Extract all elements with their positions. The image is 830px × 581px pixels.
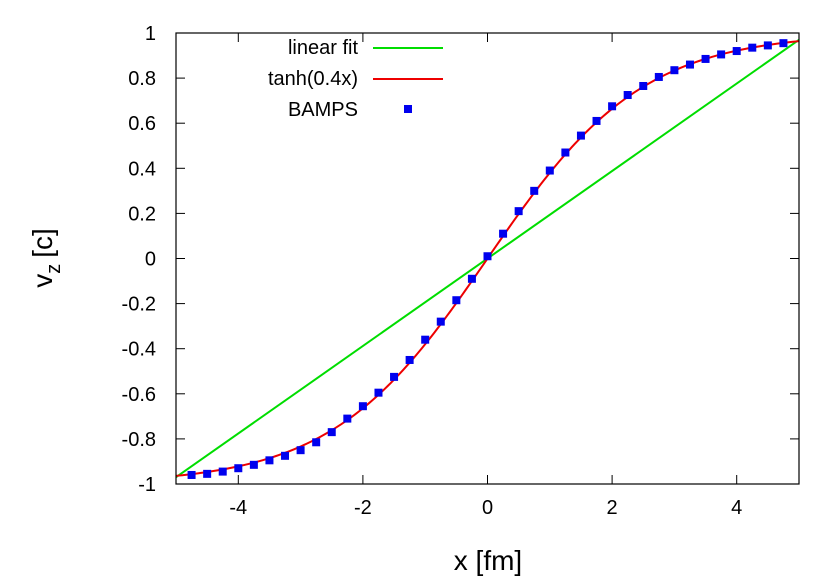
y-tick-label: -0.6 bbox=[122, 384, 156, 406]
data-point-bamps bbox=[592, 116, 601, 125]
x-tick-label: -2 bbox=[354, 497, 372, 519]
y-tick-label: 0.2 bbox=[128, 203, 156, 225]
legend-label-linear-fit: linear fit bbox=[288, 37, 358, 59]
data-point-bamps bbox=[452, 296, 461, 305]
data-point-bamps bbox=[779, 39, 788, 48]
y-axis-label-unit: [c] bbox=[27, 228, 58, 258]
legend: linear fit tanh(0.4x) BAMPS bbox=[268, 37, 443, 121]
y-axis-label: vz [c] bbox=[27, 228, 65, 288]
data-point-bamps bbox=[265, 456, 274, 465]
y-axis-label-text: vz [c] bbox=[27, 228, 65, 288]
data-point-bamps bbox=[343, 414, 352, 423]
y-axis-label-main: v bbox=[27, 274, 58, 288]
y-tick-label: -1 bbox=[138, 474, 156, 496]
y-tick-label: 0.8 bbox=[128, 68, 156, 90]
legend-swatch-bamps bbox=[404, 105, 412, 113]
data-point-bamps bbox=[670, 66, 679, 75]
y-tick-label: 0.4 bbox=[128, 158, 156, 180]
y-tick-label: -0.8 bbox=[122, 429, 156, 451]
data-point-bamps bbox=[374, 388, 383, 397]
data-point-bamps bbox=[483, 252, 492, 261]
tick-labels-layer: -4 -2 0 2 4 -1 -0.8 -0.6 -0.4 -0.2 0 0.2 0.4 0.6 0.8 1 bbox=[122, 23, 743, 519]
data-point-bamps bbox=[390, 372, 399, 381]
x-tick-label: -4 bbox=[229, 497, 247, 519]
data-point-bamps bbox=[187, 470, 196, 479]
data-point-bamps bbox=[249, 460, 258, 469]
data-point-bamps bbox=[218, 467, 227, 476]
y-tick-label: -0.4 bbox=[122, 339, 156, 361]
x-axis-label: x [fm] bbox=[454, 545, 522, 576]
data-point-bamps bbox=[639, 81, 648, 90]
data-point-bamps bbox=[312, 438, 321, 447]
data-point-bamps bbox=[623, 91, 632, 100]
data-point-bamps bbox=[467, 274, 476, 283]
data-point-bamps bbox=[421, 335, 430, 344]
x-tick-label: 0 bbox=[482, 497, 493, 519]
data-point-bamps bbox=[436, 317, 445, 326]
data-point-bamps bbox=[234, 464, 243, 473]
data-point-bamps bbox=[499, 229, 508, 238]
data-point-bamps bbox=[296, 446, 305, 455]
data-point-bamps bbox=[701, 54, 710, 63]
data-point-bamps bbox=[561, 148, 570, 157]
data-point-bamps bbox=[654, 72, 663, 81]
data-point-bamps bbox=[576, 131, 585, 140]
data-point-bamps bbox=[608, 102, 617, 111]
data-point-bamps bbox=[514, 207, 523, 216]
x-tick-label: 4 bbox=[731, 497, 742, 519]
y-axis-label-sub: z bbox=[43, 264, 65, 274]
data-point-bamps bbox=[203, 469, 212, 478]
data-point-bamps bbox=[358, 402, 367, 411]
data-point-bamps bbox=[748, 43, 757, 52]
y-tick-label: 0 bbox=[145, 249, 156, 271]
y-tick-label: -0.2 bbox=[122, 294, 156, 316]
y-tick-label: 1 bbox=[145, 23, 156, 45]
legend-label-bamps: BAMPS bbox=[288, 99, 358, 121]
y-tick-label: 0.6 bbox=[128, 113, 156, 135]
data-point-bamps bbox=[530, 186, 539, 195]
data-point-bamps bbox=[545, 166, 554, 175]
data-point-bamps bbox=[763, 41, 772, 50]
data-point-bamps bbox=[327, 428, 336, 437]
data-point-bamps bbox=[717, 50, 726, 59]
data-point-bamps bbox=[732, 47, 741, 56]
x-tick-label: 2 bbox=[607, 497, 618, 519]
data-point-bamps bbox=[685, 60, 694, 69]
legend-label-tanh: tanh(0.4x) bbox=[268, 68, 358, 90]
series-layer bbox=[175, 38, 800, 479]
data-point-bamps bbox=[405, 355, 414, 364]
data-point-bamps bbox=[281, 451, 290, 460]
plot-frame bbox=[175, 32, 800, 485]
